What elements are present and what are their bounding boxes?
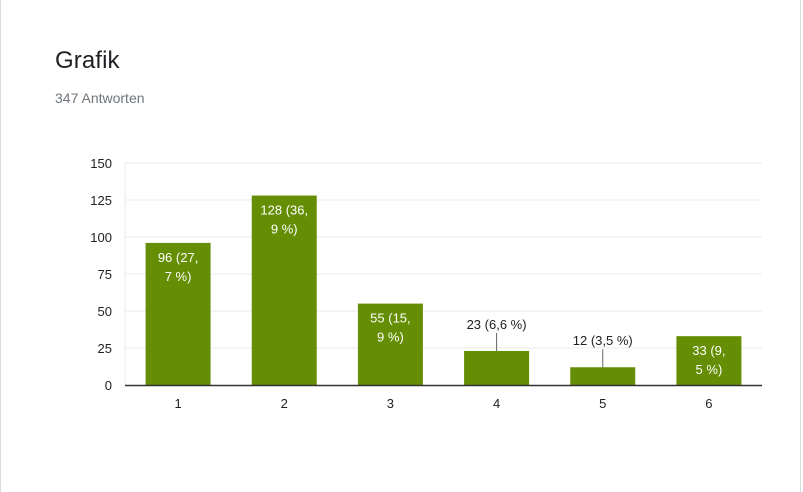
x-tick-label: 1 [174,396,181,411]
data-label: 23 (6,6 %) [467,317,527,332]
data-label: 96 (27, [158,250,198,265]
y-tick-label: 100 [90,230,112,245]
bar [570,367,636,385]
bar [145,242,211,385]
x-tick-label: 5 [599,396,606,411]
data-label: 128 (36, [260,203,308,218]
bar [251,195,317,385]
response-count: 347 Antworten [55,90,145,106]
data-label: 12 (3,5 %) [573,333,633,348]
y-tick-label: 50 [98,304,112,319]
y-tick-label: 75 [98,267,112,282]
data-label: 5 %) [696,362,723,377]
data-label: 9 %) [271,222,298,237]
data-label: 33 (9, [692,343,725,358]
data-label: 7 %) [165,269,192,284]
data-label: 55 (15, [370,311,410,326]
chart-title: Grafik [55,47,120,74]
x-tick-label: 3 [387,396,394,411]
x-tick-label: 2 [281,396,288,411]
y-tick-label: 150 [90,156,112,171]
x-tick-label: 6 [705,396,712,411]
y-tick-label: 125 [90,193,112,208]
data-label: 9 %) [377,330,404,345]
bar [464,350,530,385]
y-tick-label: 0 [105,378,112,393]
x-tick-label: 4 [493,396,500,411]
bar [357,303,423,385]
y-tick-label: 25 [98,341,112,356]
bar [676,336,742,385]
